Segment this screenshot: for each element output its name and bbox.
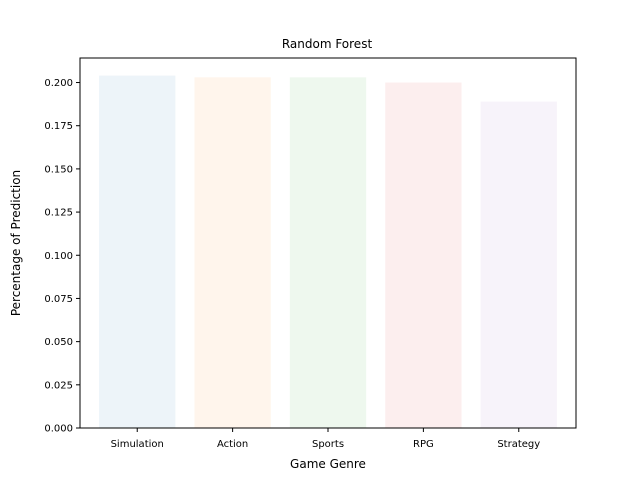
y-tick-label: 0.050 [44, 337, 73, 348]
y-tick-label: 0.075 [44, 294, 73, 305]
y-tick-label: 0.175 [44, 121, 73, 132]
plot-frame [79, 57, 577, 429]
x-tick-label: RPG [413, 439, 434, 450]
x-tick-label: Action [217, 439, 248, 450]
bars-layer [99, 75, 557, 429]
bar-action [194, 77, 271, 428]
y-tick-label: 0.100 [44, 251, 73, 262]
y-tick-label: 0.200 [44, 78, 73, 89]
bar-strategy [480, 101, 557, 428]
x-tick-label: Sports [312, 439, 344, 450]
y-tick-label: 0.125 [44, 208, 73, 219]
y-tick-label: 0.150 [44, 164, 73, 175]
y-tick-label: 0.000 [44, 424, 73, 435]
x-axis-ticks: Simulation Action Sports RPG Strategy [111, 428, 540, 450]
y-axis-title: Percentage of Prediction [9, 170, 23, 316]
bar-simulation [99, 75, 176, 429]
y-tick-label: 0.025 [44, 380, 73, 391]
bar-rpg [385, 82, 462, 428]
x-tick-label: Strategy [497, 439, 540, 450]
x-axis-title: Game Genre [290, 457, 366, 471]
chart-title: Random Forest [282, 37, 373, 51]
x-tick-label: Simulation [111, 439, 164, 450]
bar-sports [289, 77, 367, 428]
y-axis-ticks: 0.000 0.025 0.050 0.075 0.100 0.125 0.150 0.175… [44, 78, 80, 435]
